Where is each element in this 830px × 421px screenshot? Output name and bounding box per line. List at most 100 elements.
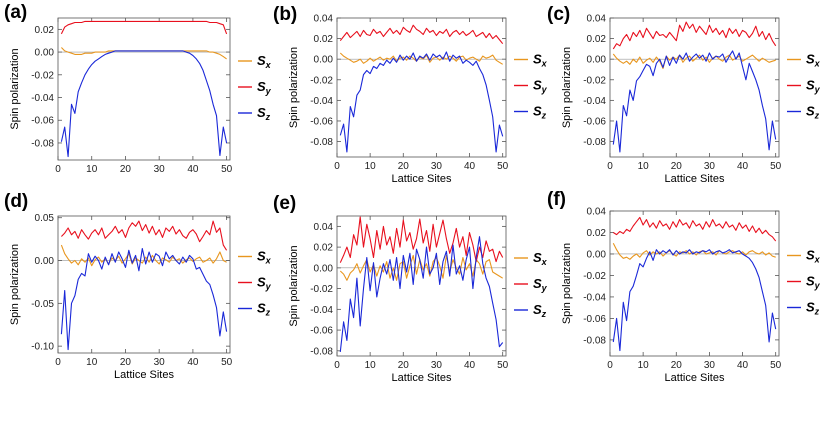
legend-label-sz: Sz xyxy=(806,104,820,121)
legend-label-sx: Sx xyxy=(806,248,821,265)
x-tick-label: 50 xyxy=(221,357,233,368)
x-tick-label: 40 xyxy=(187,164,199,175)
panel-label: (a) xyxy=(4,2,27,23)
x-axis-title: Lattice Sites xyxy=(392,173,452,185)
legend-label-sub: x xyxy=(814,59,821,69)
x-tick-label: 40 xyxy=(737,161,749,172)
panel-label: (d) xyxy=(4,191,28,212)
y-tick-label: -0.10 xyxy=(31,342,54,353)
legend-label-base: S xyxy=(257,249,266,264)
x-tick-label: 10 xyxy=(365,161,377,172)
series-line-sz xyxy=(339,236,504,352)
x-tick-label: 0 xyxy=(607,360,613,371)
y-tick-label: -0.06 xyxy=(583,314,606,325)
legend-label-sx: Sx xyxy=(257,53,272,70)
x-tick-label: 20 xyxy=(120,357,132,368)
series-line-sy xyxy=(613,216,777,242)
plot-frame xyxy=(57,17,231,161)
legend-label-base: S xyxy=(806,104,815,119)
legend-label-sy: Sy xyxy=(257,275,272,292)
legend-label-base: S xyxy=(806,248,815,263)
legend-label-base: S xyxy=(533,302,542,317)
y-tick-label: 0.00 xyxy=(587,55,607,66)
y-tick-label: -0.04 xyxy=(310,96,333,107)
panel-e: (e) -0.08 -0.06 -0.04 -0.02 0.00 0.02 0.04 0 10 20… xyxy=(273,193,548,384)
legend-label-base: S xyxy=(533,276,542,291)
y-tick-label: 0.05 xyxy=(35,213,55,224)
x-tick-label: 10 xyxy=(86,164,98,175)
x-tick-label: 30 xyxy=(704,161,716,172)
y-tick-label: -0.02 xyxy=(310,75,333,86)
legend-label-sub: x xyxy=(814,255,821,265)
y-tick-label: -0.04 xyxy=(583,292,606,303)
y-tick-label: -0.02 xyxy=(583,271,606,282)
x-tick-label: 40 xyxy=(187,357,199,368)
legend-label-base: S xyxy=(257,301,266,316)
legend-label-sz: Sz xyxy=(806,300,820,317)
x-tick-label: 20 xyxy=(398,360,410,371)
legend-label-sub: z xyxy=(541,111,547,121)
x-axis-title: Lattice Sites xyxy=(665,372,725,384)
x-tick-label: 20 xyxy=(120,164,132,175)
x-axis-title: Lattice Sites xyxy=(665,173,725,185)
x-tick-label: 50 xyxy=(770,161,782,172)
series-line-sz xyxy=(612,50,777,153)
x-tick-label: 30 xyxy=(431,360,443,371)
x-axis-title: Lattice Sites xyxy=(392,372,452,384)
x-tick-label: 30 xyxy=(704,360,716,371)
legend-label-sub: y xyxy=(814,281,821,291)
x-tick-label: 10 xyxy=(638,360,650,371)
y-axis-title: Spin polarization xyxy=(561,47,573,128)
panel-b: (b) -0.08 -0.06 -0.04 -0.02 0.00 0.02 0.04 0 10 20… xyxy=(273,4,548,185)
y-tick-label: -0.05 xyxy=(31,299,54,310)
y-tick-label: 0.02 xyxy=(587,228,607,239)
y-axis-title: Spin polarization xyxy=(561,243,573,324)
y-tick-label: -0.08 xyxy=(31,138,54,149)
plot-frame xyxy=(336,215,507,357)
plot-frame xyxy=(609,210,780,357)
legend-label-sub: z xyxy=(814,307,820,317)
legend-label-base: S xyxy=(533,250,542,265)
legend-label-sub: z xyxy=(265,112,271,122)
legend-label-sy: Sy xyxy=(806,78,821,95)
x-tick-label: 0 xyxy=(55,164,61,175)
legend-label-sz: Sz xyxy=(257,301,271,318)
y-tick-label: 0.00 xyxy=(35,48,55,59)
series-line-sy xyxy=(61,220,228,251)
y-tick-label: 0.02 xyxy=(314,34,334,45)
series-line-sx xyxy=(612,53,776,70)
x-tick-label: 50 xyxy=(497,161,509,172)
series-line-sz xyxy=(612,249,777,352)
x-tick-label: 50 xyxy=(221,164,233,175)
y-tick-label: -0.02 xyxy=(310,284,333,295)
x-tick-label: 0 xyxy=(55,357,61,368)
legend-label-sub: x xyxy=(541,59,548,69)
y-tick-label: 0.00 xyxy=(314,263,334,274)
x-tick-label: 30 xyxy=(154,164,166,175)
legend-label-sub: y xyxy=(814,85,821,95)
plot-frame xyxy=(609,17,780,158)
x-tick-label: 0 xyxy=(607,161,613,172)
series-line-sx xyxy=(339,52,503,65)
y-tick-label: -0.04 xyxy=(310,305,333,316)
legend-label-sub: y xyxy=(541,283,548,293)
y-tick-label: -0.04 xyxy=(31,93,54,104)
y-tick-label: -0.04 xyxy=(583,96,606,107)
panel-label: (c) xyxy=(547,4,570,25)
legend-label-sub: z xyxy=(814,111,820,121)
y-tick-label: 0.02 xyxy=(587,34,607,45)
y-axis-title: Spin polarization xyxy=(288,47,300,128)
legend-label-sub: z xyxy=(541,309,547,319)
series-line-sz xyxy=(60,50,228,158)
y-axis-title: Spin polarization xyxy=(288,245,300,326)
legend-label-sub: y xyxy=(265,282,272,292)
series-line-sx xyxy=(60,244,227,267)
series-line-sx xyxy=(612,242,776,260)
x-tick-label: 40 xyxy=(464,360,476,371)
panel-label: (e) xyxy=(273,193,296,214)
y-tick-label: 0.00 xyxy=(314,55,334,66)
series-line-sy xyxy=(60,20,228,35)
y-tick-label: 0.00 xyxy=(35,256,55,267)
x-tick-label: 20 xyxy=(398,161,410,172)
